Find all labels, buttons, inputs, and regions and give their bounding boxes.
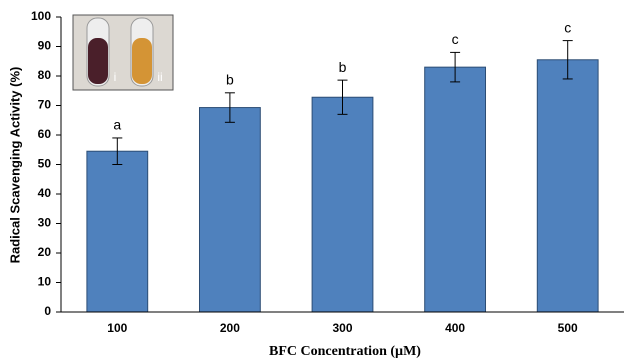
chart: Radical Scavenging Activity (%) BFC Conc… bbox=[0, 0, 627, 362]
bar bbox=[537, 60, 598, 312]
y-tick-label: 0 bbox=[44, 304, 51, 318]
x-tick-label: 500 bbox=[558, 321, 578, 335]
significance-letter: c bbox=[564, 19, 571, 35]
significance-letter: c bbox=[452, 31, 459, 47]
x-tick-label: 400 bbox=[445, 321, 465, 335]
y-tick-label: 20 bbox=[38, 245, 52, 259]
y-tick-label: 50 bbox=[38, 157, 52, 171]
y-tick-label: 80 bbox=[38, 68, 52, 82]
inset-label: i bbox=[114, 70, 117, 84]
inset-label: ii bbox=[157, 70, 162, 84]
x-axis-label: BFC Concentration (µM) bbox=[269, 344, 421, 359]
y-tick-label: 70 bbox=[38, 98, 52, 112]
y-tick-label: 90 bbox=[38, 39, 52, 53]
significance-letter: a bbox=[113, 117, 121, 133]
y-tick-label: 100 bbox=[31, 9, 51, 23]
y-tick-label: 10 bbox=[38, 275, 52, 289]
bar bbox=[199, 108, 260, 312]
bar bbox=[425, 67, 486, 312]
x-tick-label: 100 bbox=[107, 321, 127, 335]
bar bbox=[87, 151, 148, 312]
y-tick-label: 40 bbox=[38, 186, 52, 200]
y-tick-label: 60 bbox=[38, 127, 52, 141]
significance-letter: b bbox=[226, 72, 234, 88]
bar bbox=[312, 97, 373, 312]
significance-letter: b bbox=[339, 59, 347, 75]
y-tick-label: 30 bbox=[38, 216, 52, 230]
x-tick-label: 200 bbox=[220, 321, 240, 335]
x-tick-label: 300 bbox=[332, 321, 352, 335]
y-axis-label: Radical Scavenging Activity (%) bbox=[7, 67, 22, 264]
